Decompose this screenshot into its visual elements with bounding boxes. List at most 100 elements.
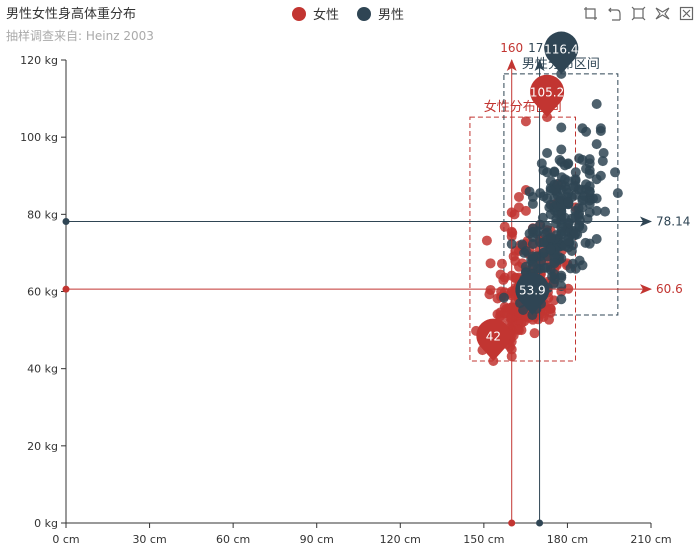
male-data-point[interactable]: [545, 244, 556, 255]
male-data-point[interactable]: [610, 167, 621, 178]
min-pin-male[interactable]: 53.9: [515, 272, 550, 316]
male-data-point[interactable]: [591, 193, 602, 204]
male-data-point[interactable]: [584, 154, 595, 165]
male-data-point[interactable]: [591, 98, 602, 109]
female-data-point[interactable]: [485, 258, 496, 269]
male-data-point[interactable]: [535, 256, 546, 267]
male-data-point[interactable]: [584, 165, 595, 176]
male-data-point[interactable]: [600, 206, 611, 217]
male-data-point[interactable]: [542, 147, 553, 158]
polygon-select-icon[interactable]: [607, 6, 622, 21]
keep-selection-icon[interactable]: [631, 6, 646, 21]
brush-off-icon[interactable]: [679, 6, 694, 21]
min-pin-female-shape: [476, 318, 511, 361]
clear-selection-icon[interactable]: [655, 6, 670, 21]
male-data-point[interactable]: [556, 272, 567, 283]
male-data-point[interactable]: [536, 158, 547, 169]
male-data-point[interactable]: [535, 188, 546, 199]
male-data-point[interactable]: [549, 258, 560, 269]
male-data-point[interactable]: [584, 207, 595, 218]
legend-item-male[interactable]: 男性: [357, 4, 404, 23]
male-data-point[interactable]: [570, 190, 581, 201]
male-data-point[interactable]: [591, 174, 602, 185]
male-data-point[interactable]: [517, 239, 528, 250]
male-data-point[interactable]: [597, 156, 608, 167]
female-data-point[interactable]: [496, 258, 507, 269]
male-data-point[interactable]: [570, 211, 581, 222]
male-data-point[interactable]: [498, 292, 509, 303]
male-data-point[interactable]: [598, 147, 609, 158]
male-data-point[interactable]: [556, 122, 567, 133]
female-data-point[interactable]: [513, 191, 524, 202]
y-tick-label: 40 kg: [27, 363, 58, 376]
female-data-point[interactable]: [481, 235, 492, 246]
mark-line-label-female-x: 160: [500, 41, 523, 55]
male-data-point[interactable]: [545, 232, 556, 243]
male-data-point[interactable]: [570, 263, 581, 274]
male-data-point[interactable]: [527, 260, 538, 271]
male-data-point[interactable]: [581, 126, 592, 137]
male-data-point[interactable]: [577, 154, 588, 165]
rect-select-icon[interactable]: [583, 6, 598, 21]
toolbox: [583, 6, 694, 21]
legend-female-swatch: [292, 6, 306, 21]
male-data-point[interactable]: [556, 294, 567, 305]
male-data-point[interactable]: [556, 144, 567, 155]
legend: 女性 男性: [292, 4, 404, 23]
male-data-point[interactable]: [570, 167, 581, 178]
max-pin-male[interactable]: 116.4: [544, 31, 578, 74]
mark-line-label-male-y: 78.14: [656, 215, 690, 229]
male-data-point[interactable]: [556, 156, 567, 167]
x-tick-label: 150 cm: [463, 533, 504, 546]
male-data-point[interactable]: [595, 123, 606, 134]
female-data-point[interactable]: [545, 303, 556, 314]
min-pin-female-label: 42: [486, 329, 501, 343]
chart-title: 男性女性身高体重分布: [6, 7, 137, 22]
male-data-point[interactable]: [584, 186, 595, 197]
x-tick-label: 30 cm: [132, 533, 166, 546]
female-data-point[interactable]: [529, 328, 540, 339]
male-data-point[interactable]: [556, 222, 567, 233]
male-data-point[interactable]: [538, 237, 549, 248]
male-data-point[interactable]: [552, 178, 563, 189]
male-data-point[interactable]: [591, 139, 602, 150]
min-pin-female[interactable]: 42: [476, 318, 511, 361]
male-data-point[interactable]: [559, 174, 570, 185]
x-tick-label: 0 cm: [52, 533, 79, 546]
max-pin-female-shape: [530, 74, 565, 118]
legend-item-female[interactable]: 女性: [292, 4, 339, 23]
male-data-point[interactable]: [527, 198, 538, 209]
legend-female-label: 女性: [313, 8, 340, 23]
male-data-point[interactable]: [566, 245, 577, 256]
female-data-point[interactable]: [538, 311, 549, 322]
male-data-point[interactable]: [527, 232, 538, 243]
male-data-point[interactable]: [563, 196, 574, 207]
male-data-point[interactable]: [527, 223, 538, 234]
female-data-point[interactable]: [485, 284, 496, 295]
female-data-point[interactable]: [499, 307, 510, 318]
male-data-point[interactable]: [591, 234, 602, 245]
male-data-point[interactable]: [570, 228, 581, 239]
female-data-point[interactable]: [508, 330, 519, 341]
male-data-point[interactable]: [559, 212, 570, 223]
female-data-point[interactable]: [499, 221, 510, 232]
male-data-point[interactable]: [574, 219, 585, 230]
male-data-point[interactable]: [612, 188, 623, 199]
female-data-point[interactable]: [513, 202, 524, 213]
male-data-point[interactable]: [527, 239, 538, 250]
male-data-point[interactable]: [577, 195, 588, 206]
male-data-point[interactable]: [527, 251, 538, 262]
male-data-point[interactable]: [556, 281, 567, 292]
male-data-point[interactable]: [563, 235, 574, 246]
x-tick-label: 180 cm: [547, 533, 588, 546]
female-data-point[interactable]: [520, 116, 531, 127]
mark-pins: 105.2 116.4 42 53.9: [476, 31, 578, 361]
y-tick-label: 80 kg: [27, 208, 58, 221]
x-tick-label: 210 cm: [630, 533, 671, 546]
male-data-point[interactable]: [545, 209, 556, 220]
male-data-point[interactable]: [549, 166, 560, 177]
max-pin-female[interactable]: 105.2: [530, 74, 565, 118]
male-data-point[interactable]: [570, 181, 581, 192]
max-pin-male-label: 116.4: [544, 42, 578, 56]
